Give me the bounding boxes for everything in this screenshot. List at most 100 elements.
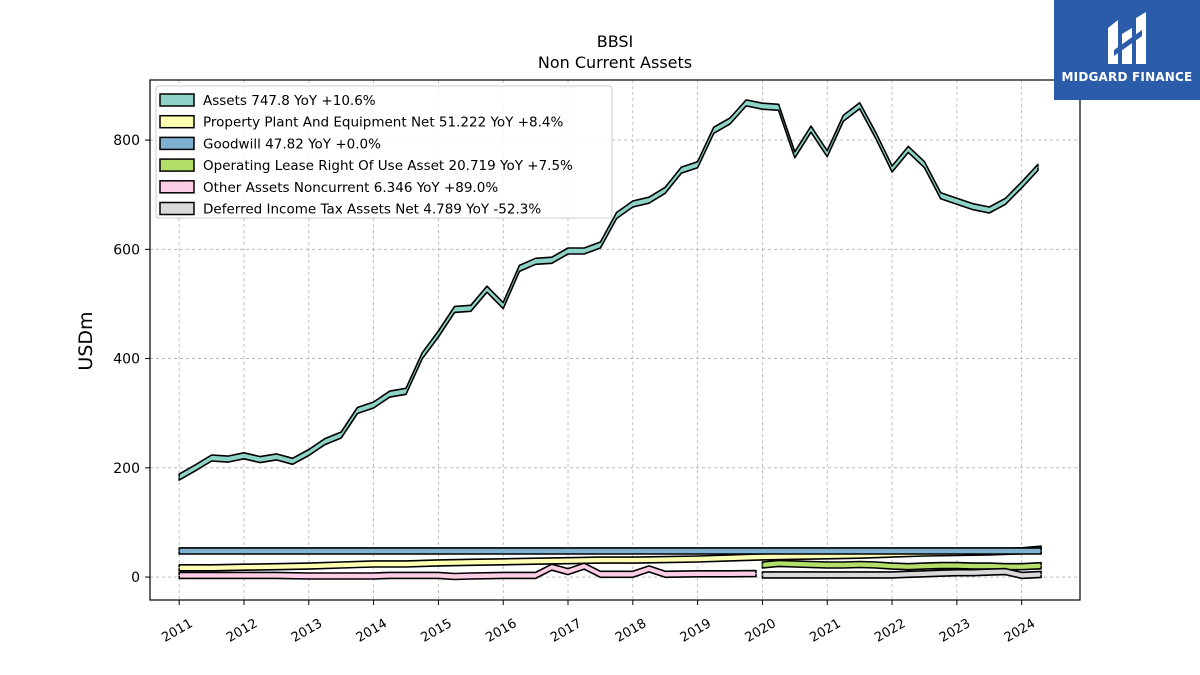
data-point: [826, 153, 828, 155]
data-point: [405, 563, 407, 565]
data-point: [583, 250, 585, 252]
data-point: [988, 565, 990, 567]
x-tick-label: 2012: [224, 616, 260, 646]
data-point: [502, 574, 504, 577]
data-point: [891, 565, 893, 567]
data-point: [437, 574, 439, 577]
brand-name: MIDGARD FINANCE: [1061, 70, 1193, 84]
y-axis-label: USDm: [75, 311, 97, 370]
data-point: [1004, 570, 1007, 573]
data-point: [535, 260, 537, 262]
legend-entry: Assets 747.8 YoY +10.6%: [203, 93, 376, 109]
data-point: [988, 209, 990, 211]
data-point: [794, 563, 796, 565]
data-point: [875, 135, 877, 137]
x-tick-label: 2013: [289, 616, 325, 646]
series-band: [761, 559, 1042, 571]
data-point: [956, 550, 958, 552]
data-point: [729, 557, 731, 559]
data-point: [1021, 574, 1023, 577]
data-point: [178, 476, 180, 478]
series-band: [178, 562, 757, 581]
data-point: [891, 550, 893, 552]
data-point: [826, 550, 828, 552]
data-point: [389, 574, 391, 577]
data-point: [599, 244, 602, 246]
data-point: [437, 333, 439, 335]
data-point: [632, 573, 634, 575]
data-point: [940, 572, 942, 574]
data-point: [210, 567, 213, 569]
data-point: [1040, 550, 1042, 552]
series-band: [178, 547, 1042, 555]
data-point: [567, 250, 569, 252]
data-point: [972, 572, 974, 574]
x-tick-label: 2014: [354, 616, 390, 646]
y-tick-label: 0: [131, 570, 140, 586]
legend-swatch: [159, 201, 195, 216]
data-point: [308, 575, 310, 577]
data-point: [567, 570, 569, 573]
series-5: [761, 567, 1042, 580]
legend-swatch: [159, 180, 195, 194]
data-point: [632, 203, 634, 205]
series-4: [178, 562, 757, 581]
data-point: [308, 451, 310, 454]
data-point: [794, 154, 796, 156]
data-point: [599, 573, 602, 575]
data-point: [664, 573, 666, 575]
data-point: [632, 550, 634, 552]
data-point: [453, 575, 456, 578]
series-2: [178, 547, 1042, 555]
data-point: [826, 564, 828, 566]
plot-frame: [149, 79, 1081, 601]
data-point: [859, 574, 861, 576]
data-point: [518, 267, 521, 270]
data-point: [502, 304, 504, 307]
data-point: [745, 102, 747, 104]
legend-entry: Other Assets Noncurrent 6.346 YoY +89.0%: [203, 180, 498, 196]
y-tick-label: 200: [113, 461, 140, 477]
data-point: [761, 550, 764, 552]
data-point: [1004, 200, 1007, 202]
data-point: [923, 565, 926, 567]
data-point: [178, 567, 180, 569]
data-point: [810, 128, 812, 130]
data-point: [907, 566, 909, 568]
data-point: [567, 550, 569, 552]
data-point: [243, 566, 245, 568]
data-point: [680, 169, 683, 171]
data-point: [1040, 565, 1042, 567]
data-point: [729, 573, 731, 575]
data-point: [778, 106, 780, 108]
data-point: [755, 573, 757, 575]
data-point: [356, 409, 358, 412]
data-point: [291, 460, 294, 462]
data-point: [210, 574, 213, 577]
data-point: [761, 564, 764, 566]
x-tick-label: 2021: [807, 616, 843, 646]
data-point: [405, 574, 407, 577]
data-point: [794, 574, 796, 576]
data-point: [940, 195, 942, 197]
data-point: [761, 574, 764, 576]
data-point: [340, 575, 342, 577]
data-point: [535, 560, 537, 562]
data-point: [761, 105, 764, 107]
data-point: [567, 560, 569, 562]
data-point: [470, 307, 472, 309]
data-point: [486, 288, 488, 290]
data-point: [227, 458, 229, 460]
data-point: [372, 563, 375, 565]
data-point: [243, 574, 245, 577]
legend-swatch: [159, 136, 195, 151]
data-point: [697, 164, 699, 166]
x-tick-label: 2024: [1002, 616, 1038, 646]
data-point: [778, 562, 780, 565]
data-point: [859, 563, 861, 566]
data-point: [632, 559, 634, 561]
data-point: [648, 568, 650, 570]
grid: [150, 80, 1080, 600]
data-point: [956, 572, 958, 574]
